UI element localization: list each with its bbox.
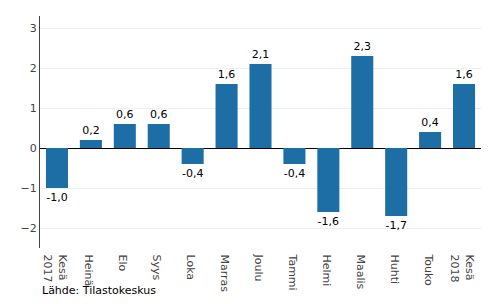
- svg-text:Syys: Syys: [150, 255, 163, 281]
- svg-text:−2: −2: [21, 222, 37, 235]
- svg-text:Lähde: Tilastokeskus: Lähde: Tilastokeskus: [42, 284, 156, 297]
- svg-text:-0,4: -0,4: [284, 167, 305, 180]
- svg-text:Helmi: Helmi: [320, 255, 333, 287]
- svg-text:Tammi: Tammi: [286, 254, 299, 291]
- svg-text:0: 0: [30, 142, 37, 155]
- svg-text:2: 2: [30, 62, 37, 75]
- svg-text:3: 3: [30, 22, 37, 35]
- svg-text:0,2: 0,2: [82, 124, 100, 137]
- svg-text:2,1: 2,1: [252, 48, 270, 61]
- svg-text:Marras: Marras: [218, 255, 231, 293]
- svg-text:1: 1: [30, 102, 37, 115]
- svg-text:Joulu: Joulu: [252, 254, 265, 282]
- svg-text:Heinä: Heinä: [82, 255, 95, 287]
- svg-text:1,6: 1,6: [218, 68, 236, 81]
- svg-text:Touko: Touko: [422, 254, 435, 287]
- svg-text:0,6: 0,6: [150, 108, 168, 121]
- svg-text:-1,0: -1,0: [46, 191, 67, 204]
- svg-text:Loka: Loka: [184, 255, 197, 281]
- svg-text:Elo: Elo: [116, 255, 129, 272]
- svg-text:Kesä2017: Kesä2017: [41, 255, 68, 283]
- svg-text:-1,7: -1,7: [385, 219, 406, 232]
- svg-text:Maalis: Maalis: [354, 255, 367, 290]
- svg-text:Kesä2018: Kesä2018: [448, 255, 475, 283]
- svg-text:Huhti: Huhti: [388, 255, 401, 285]
- svg-text:0,6: 0,6: [116, 108, 133, 121]
- svg-text:−1: −1: [21, 182, 37, 195]
- svg-text:0,4: 0,4: [421, 116, 439, 129]
- svg-text:1,6: 1,6: [455, 68, 473, 81]
- svg-text:2,3: 2,3: [354, 40, 372, 53]
- svg-text:-1,6: -1,6: [318, 215, 339, 228]
- svg-text:-0,4: -0,4: [182, 167, 203, 180]
